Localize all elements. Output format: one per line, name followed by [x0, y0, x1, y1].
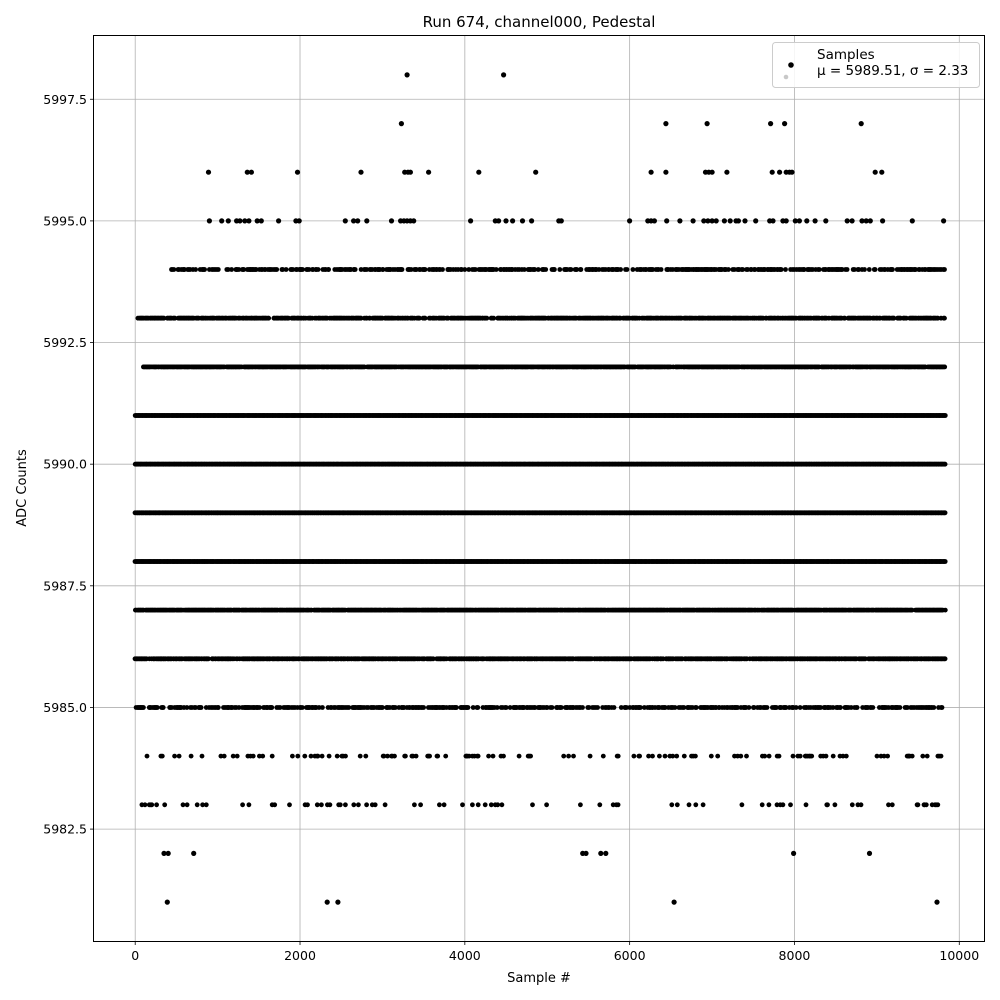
data-point	[171, 267, 177, 272]
data-point	[422, 267, 428, 272]
data-point	[193, 267, 199, 272]
data-point	[872, 267, 878, 272]
data-point	[358, 315, 364, 321]
data-point	[891, 315, 897, 321]
data-point	[852, 267, 857, 272]
data-point	[280, 267, 286, 272]
data-point	[491, 315, 497, 321]
data-point	[283, 267, 289, 272]
data-point	[352, 267, 358, 272]
data-point	[266, 315, 272, 321]
data-point	[942, 315, 947, 321]
data-point	[726, 267, 731, 272]
data-point	[408, 267, 414, 272]
data-point	[440, 267, 445, 272]
data-point	[466, 267, 472, 272]
data-point	[618, 267, 623, 272]
data-point	[300, 267, 305, 272]
data-point	[225, 267, 231, 272]
data-point	[462, 267, 468, 272]
data-point	[942, 413, 948, 418]
data-point	[552, 267, 557, 272]
data-point	[241, 267, 247, 272]
data-point	[557, 267, 563, 272]
data-point	[229, 267, 235, 272]
data-point	[904, 315, 909, 321]
data-point	[942, 364, 948, 370]
data-point	[417, 315, 422, 321]
data-point	[816, 267, 822, 272]
data-point	[236, 267, 242, 272]
data-point	[380, 267, 386, 272]
data-point	[399, 267, 405, 272]
data-points	[132, 72, 948, 905]
data-point	[866, 267, 872, 272]
data-point	[215, 267, 221, 272]
data-point	[801, 267, 807, 272]
data-point	[856, 267, 862, 272]
data-point	[942, 267, 947, 272]
data-point	[839, 267, 845, 272]
data-point	[778, 267, 784, 272]
data-point	[624, 267, 630, 272]
data-point	[253, 267, 259, 272]
data-point	[543, 267, 549, 272]
data-point	[783, 267, 788, 272]
data-point	[890, 267, 895, 272]
data-point	[532, 267, 538, 272]
data-point	[862, 267, 867, 272]
data-point	[574, 267, 580, 272]
data-point	[658, 267, 664, 272]
data-point	[422, 315, 428, 321]
data-point	[290, 267, 296, 272]
data-point	[326, 267, 331, 272]
data-point	[740, 267, 746, 272]
data-point	[493, 267, 499, 272]
data-point	[473, 267, 478, 272]
data-point	[596, 267, 602, 272]
data-point	[844, 267, 850, 272]
data-point	[578, 267, 584, 272]
data-point	[535, 267, 541, 272]
data-point	[630, 267, 636, 272]
data-point	[521, 267, 527, 272]
data-point	[942, 461, 948, 467]
data-point	[161, 315, 167, 321]
data-point	[202, 267, 208, 272]
data-point	[568, 267, 574, 272]
data-point	[942, 510, 948, 516]
data-point	[484, 315, 490, 321]
data-point	[182, 267, 187, 272]
data-point	[274, 267, 280, 272]
data-point	[315, 267, 321, 272]
chart-title: Run 674, channel000, Pedestal	[423, 13, 656, 31]
data-point	[306, 267, 312, 272]
data-point	[842, 315, 848, 321]
